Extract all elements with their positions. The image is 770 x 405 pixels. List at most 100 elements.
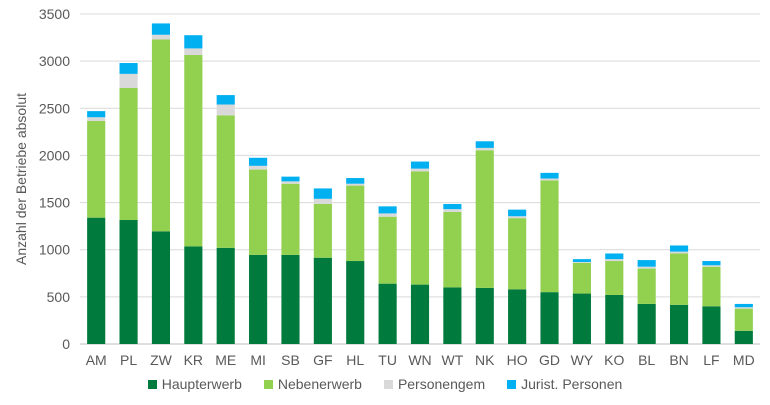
- bar-segment: [346, 178, 365, 184]
- bar-segment: [378, 283, 397, 344]
- bar-segment: [281, 181, 300, 184]
- y-tick-label: 3500: [39, 6, 70, 22]
- bar-segment: [508, 209, 527, 217]
- legend-label: Haupterwerb: [161, 376, 242, 392]
- bar-segment: [637, 260, 656, 267]
- bar-segment: [637, 266, 656, 269]
- bar-segment: [87, 117, 106, 122]
- bar-segment: [184, 246, 203, 344]
- bar-segment: [540, 180, 559, 293]
- y-tick-label: 1000: [39, 242, 70, 258]
- bar-segment: [637, 303, 656, 344]
- bar-segment: [508, 218, 527, 290]
- legend-item: Haupterwerb: [147, 376, 242, 392]
- bar-segment: [249, 254, 268, 344]
- bar-segment: [702, 306, 721, 344]
- bar-segment: [410, 171, 430, 285]
- bar-segment: [734, 307, 753, 309]
- x-tick-label: BL: [638, 352, 655, 368]
- bar-segment: [87, 217, 106, 344]
- bar-segment: [605, 261, 624, 295]
- x-tick-label: MD: [733, 352, 755, 368]
- bar-segment: [119, 88, 138, 221]
- bar-segment: [281, 183, 300, 255]
- legend-swatch: [263, 379, 273, 389]
- x-tick-label: SB: [281, 352, 300, 368]
- bar-segment: [281, 176, 300, 182]
- y-tick-label: 500: [47, 289, 71, 305]
- x-tick-label: KO: [604, 352, 624, 368]
- bar-segment: [313, 188, 332, 199]
- bar-segment: [184, 35, 203, 49]
- x-tick-label: ZW: [150, 352, 173, 368]
- bar-segment: [313, 203, 332, 258]
- bar-segment: [540, 172, 559, 179]
- bar-segment: [475, 150, 494, 288]
- bar-segment: [87, 111, 106, 118]
- y-tick-label: 1500: [39, 195, 70, 211]
- bar-segment: [313, 198, 332, 204]
- x-tick-label: TU: [378, 352, 397, 368]
- x-tick-label: GF: [313, 352, 332, 368]
- bar-segment: [184, 55, 203, 247]
- bar-segment: [475, 141, 494, 148]
- bar-segment: [378, 213, 397, 217]
- bar-segment: [475, 287, 494, 344]
- legend-item: Personengem: [383, 376, 485, 392]
- x-tick-label: WY: [571, 352, 594, 368]
- bar-segment: [281, 254, 300, 344]
- bar-segment: [508, 216, 527, 219]
- bar-segment: [410, 284, 430, 344]
- x-tick-label: GD: [539, 352, 560, 368]
- bar-segment: [702, 266, 721, 307]
- bar-segment: [669, 253, 689, 305]
- y-tick-label: 2500: [39, 100, 70, 116]
- bar-segment: [443, 209, 462, 212]
- x-tick-label: ME: [215, 352, 236, 368]
- bar-segment: [87, 121, 106, 218]
- bar-segment: [540, 178, 559, 181]
- bar-segment: [443, 287, 462, 344]
- bar-segment: [346, 261, 365, 344]
- bar-segment: [605, 294, 624, 344]
- bar-segment: [119, 73, 138, 89]
- bar-segment: [572, 293, 591, 344]
- bar-segment: [734, 308, 753, 331]
- bars: [87, 23, 753, 344]
- bar-segment: [702, 265, 721, 267]
- bar-segment: [572, 262, 591, 294]
- bar-segment: [475, 147, 494, 151]
- bar-segment: [184, 48, 203, 56]
- x-tick-label: KR: [184, 352, 203, 368]
- bar-segment: [313, 257, 332, 344]
- bar-segment: [378, 216, 397, 284]
- bar-segment: [410, 161, 430, 169]
- y-tick-labels: 0 500 1000 1500 2000 2500 3000 3500: [39, 6, 70, 352]
- legend-swatch: [507, 379, 517, 389]
- bar-segment: [119, 220, 138, 344]
- x-tick-label: PL: [120, 352, 137, 368]
- legend-item: Jurist. Personen: [507, 376, 622, 392]
- x-tick-label: HO: [507, 352, 528, 368]
- x-tick-label: AM: [86, 352, 107, 368]
- bar-segment: [216, 104, 235, 116]
- bar-segment: [637, 268, 656, 304]
- legend-swatch: [383, 379, 393, 389]
- bar-segment: [151, 231, 171, 344]
- legend-item: Nebenerwerb: [263, 376, 362, 392]
- bar-segment: [249, 169, 268, 255]
- bar-segment: [508, 289, 527, 344]
- y-tick-label: 2000: [39, 147, 70, 163]
- bar-segment: [702, 261, 721, 266]
- bar-segment: [669, 245, 689, 252]
- bar-segment: [410, 168, 430, 172]
- bar-segment: [151, 23, 171, 35]
- bar-segment: [443, 203, 462, 210]
- bar-segment: [119, 63, 138, 74]
- bar-segment: [572, 261, 591, 263]
- bar-segment: [605, 253, 624, 260]
- bar-segment: [669, 251, 689, 254]
- y-axis-label: Anzahl der Betriebe absolut: [13, 93, 29, 265]
- y-tick-label: 3000: [39, 53, 70, 69]
